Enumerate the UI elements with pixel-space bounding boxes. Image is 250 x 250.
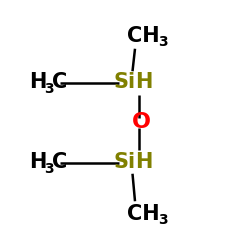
Text: CH: CH	[127, 204, 160, 224]
Text: Si: Si	[114, 72, 136, 92]
Text: CH: CH	[127, 26, 160, 46]
Text: 3: 3	[158, 213, 168, 227]
Text: Si: Si	[114, 152, 136, 172]
Text: H: H	[136, 72, 153, 92]
Text: O: O	[132, 112, 151, 132]
Text: C: C	[52, 152, 67, 172]
Text: 3: 3	[44, 82, 54, 96]
Text: 3: 3	[44, 162, 54, 176]
Text: 3: 3	[158, 36, 168, 50]
Text: H: H	[29, 152, 46, 172]
Text: H: H	[136, 152, 153, 172]
Text: H: H	[29, 72, 46, 92]
Text: C: C	[52, 72, 67, 92]
